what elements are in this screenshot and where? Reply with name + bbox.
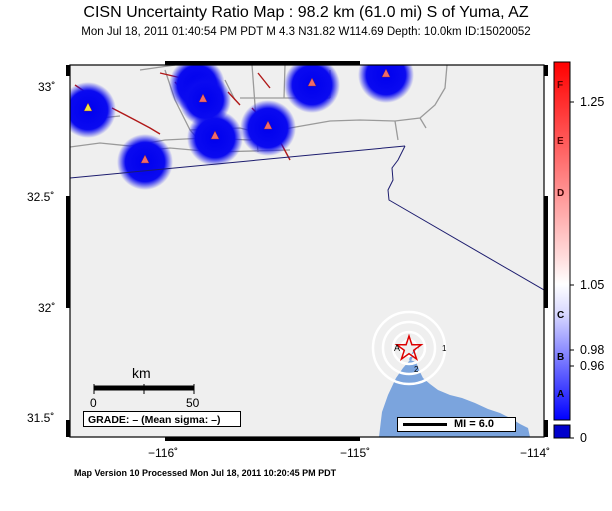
station-triangles xyxy=(83,68,391,164)
mi-legend: MI = 6.0 xyxy=(397,417,516,432)
footer-text: Map Version 10 Processed Mon Jul 18, 201… xyxy=(74,468,337,478)
lat-tick-label: 31.5˚ xyxy=(27,411,55,425)
lon-tick-label: −116˚ xyxy=(148,446,179,460)
cb-letter: F xyxy=(557,80,564,91)
scale-tick-0: 0 xyxy=(90,396,97,410)
cb-value: 0.96 xyxy=(580,359,605,373)
grade-box: GRADE: – (Mean sigma: –) xyxy=(83,411,241,427)
scale-tick-50: 50 xyxy=(186,396,200,410)
station-blob xyxy=(70,82,116,138)
cb-letter: D xyxy=(557,188,565,199)
mi-legend-line xyxy=(403,423,447,426)
scale-bar-unit: km xyxy=(132,365,151,381)
svg-text:A: A xyxy=(394,343,400,353)
lon-tick-label: −114˚ xyxy=(520,446,551,460)
scale-bar xyxy=(93,384,195,394)
cb-value: 0.98 xyxy=(580,343,605,357)
lat-tick-label: 32.5˚ xyxy=(27,190,55,204)
cb-value: 0 xyxy=(580,431,587,445)
event-info: Mon Jul 18, 2011 01:40:54 PM PDT M 4.3 N… xyxy=(81,26,531,38)
station-marker xyxy=(210,130,220,140)
station-blob xyxy=(284,65,340,113)
station-marker xyxy=(198,93,208,103)
station-marker xyxy=(83,102,93,112)
station-marker xyxy=(307,77,317,87)
colorbar xyxy=(553,61,574,439)
cb-letter: C xyxy=(557,310,565,321)
cb-value: 1.05 xyxy=(580,278,605,292)
borders xyxy=(70,145,544,291)
cb-letter: E xyxy=(557,136,564,147)
epicenter-star xyxy=(394,333,424,362)
colorbar-swatch xyxy=(553,424,571,439)
cb-letter: B xyxy=(557,352,565,363)
svg-text:2: 2 xyxy=(414,365,419,374)
station-blob xyxy=(358,65,414,103)
lat-tick-label: 33˚ xyxy=(38,80,56,94)
cb-letter: A xyxy=(557,389,565,400)
station-marker xyxy=(381,68,391,78)
map-title: CISN Uncertainty Ratio Map : 98.2 km (61… xyxy=(83,4,529,21)
lat-tick-label: 32˚ xyxy=(38,301,56,315)
epicenter: A 2 1 xyxy=(371,310,447,386)
map-area: A 2 1 xyxy=(70,65,544,437)
svg-text:1: 1 xyxy=(442,344,447,353)
mi-legend-label: MI = 6.0 xyxy=(454,418,495,430)
lon-tick-label: −115˚ xyxy=(340,446,371,460)
cb-value: 1.25 xyxy=(580,95,605,109)
frame-ticks xyxy=(66,61,548,441)
station-marker xyxy=(140,154,150,164)
station-marker xyxy=(263,120,273,130)
